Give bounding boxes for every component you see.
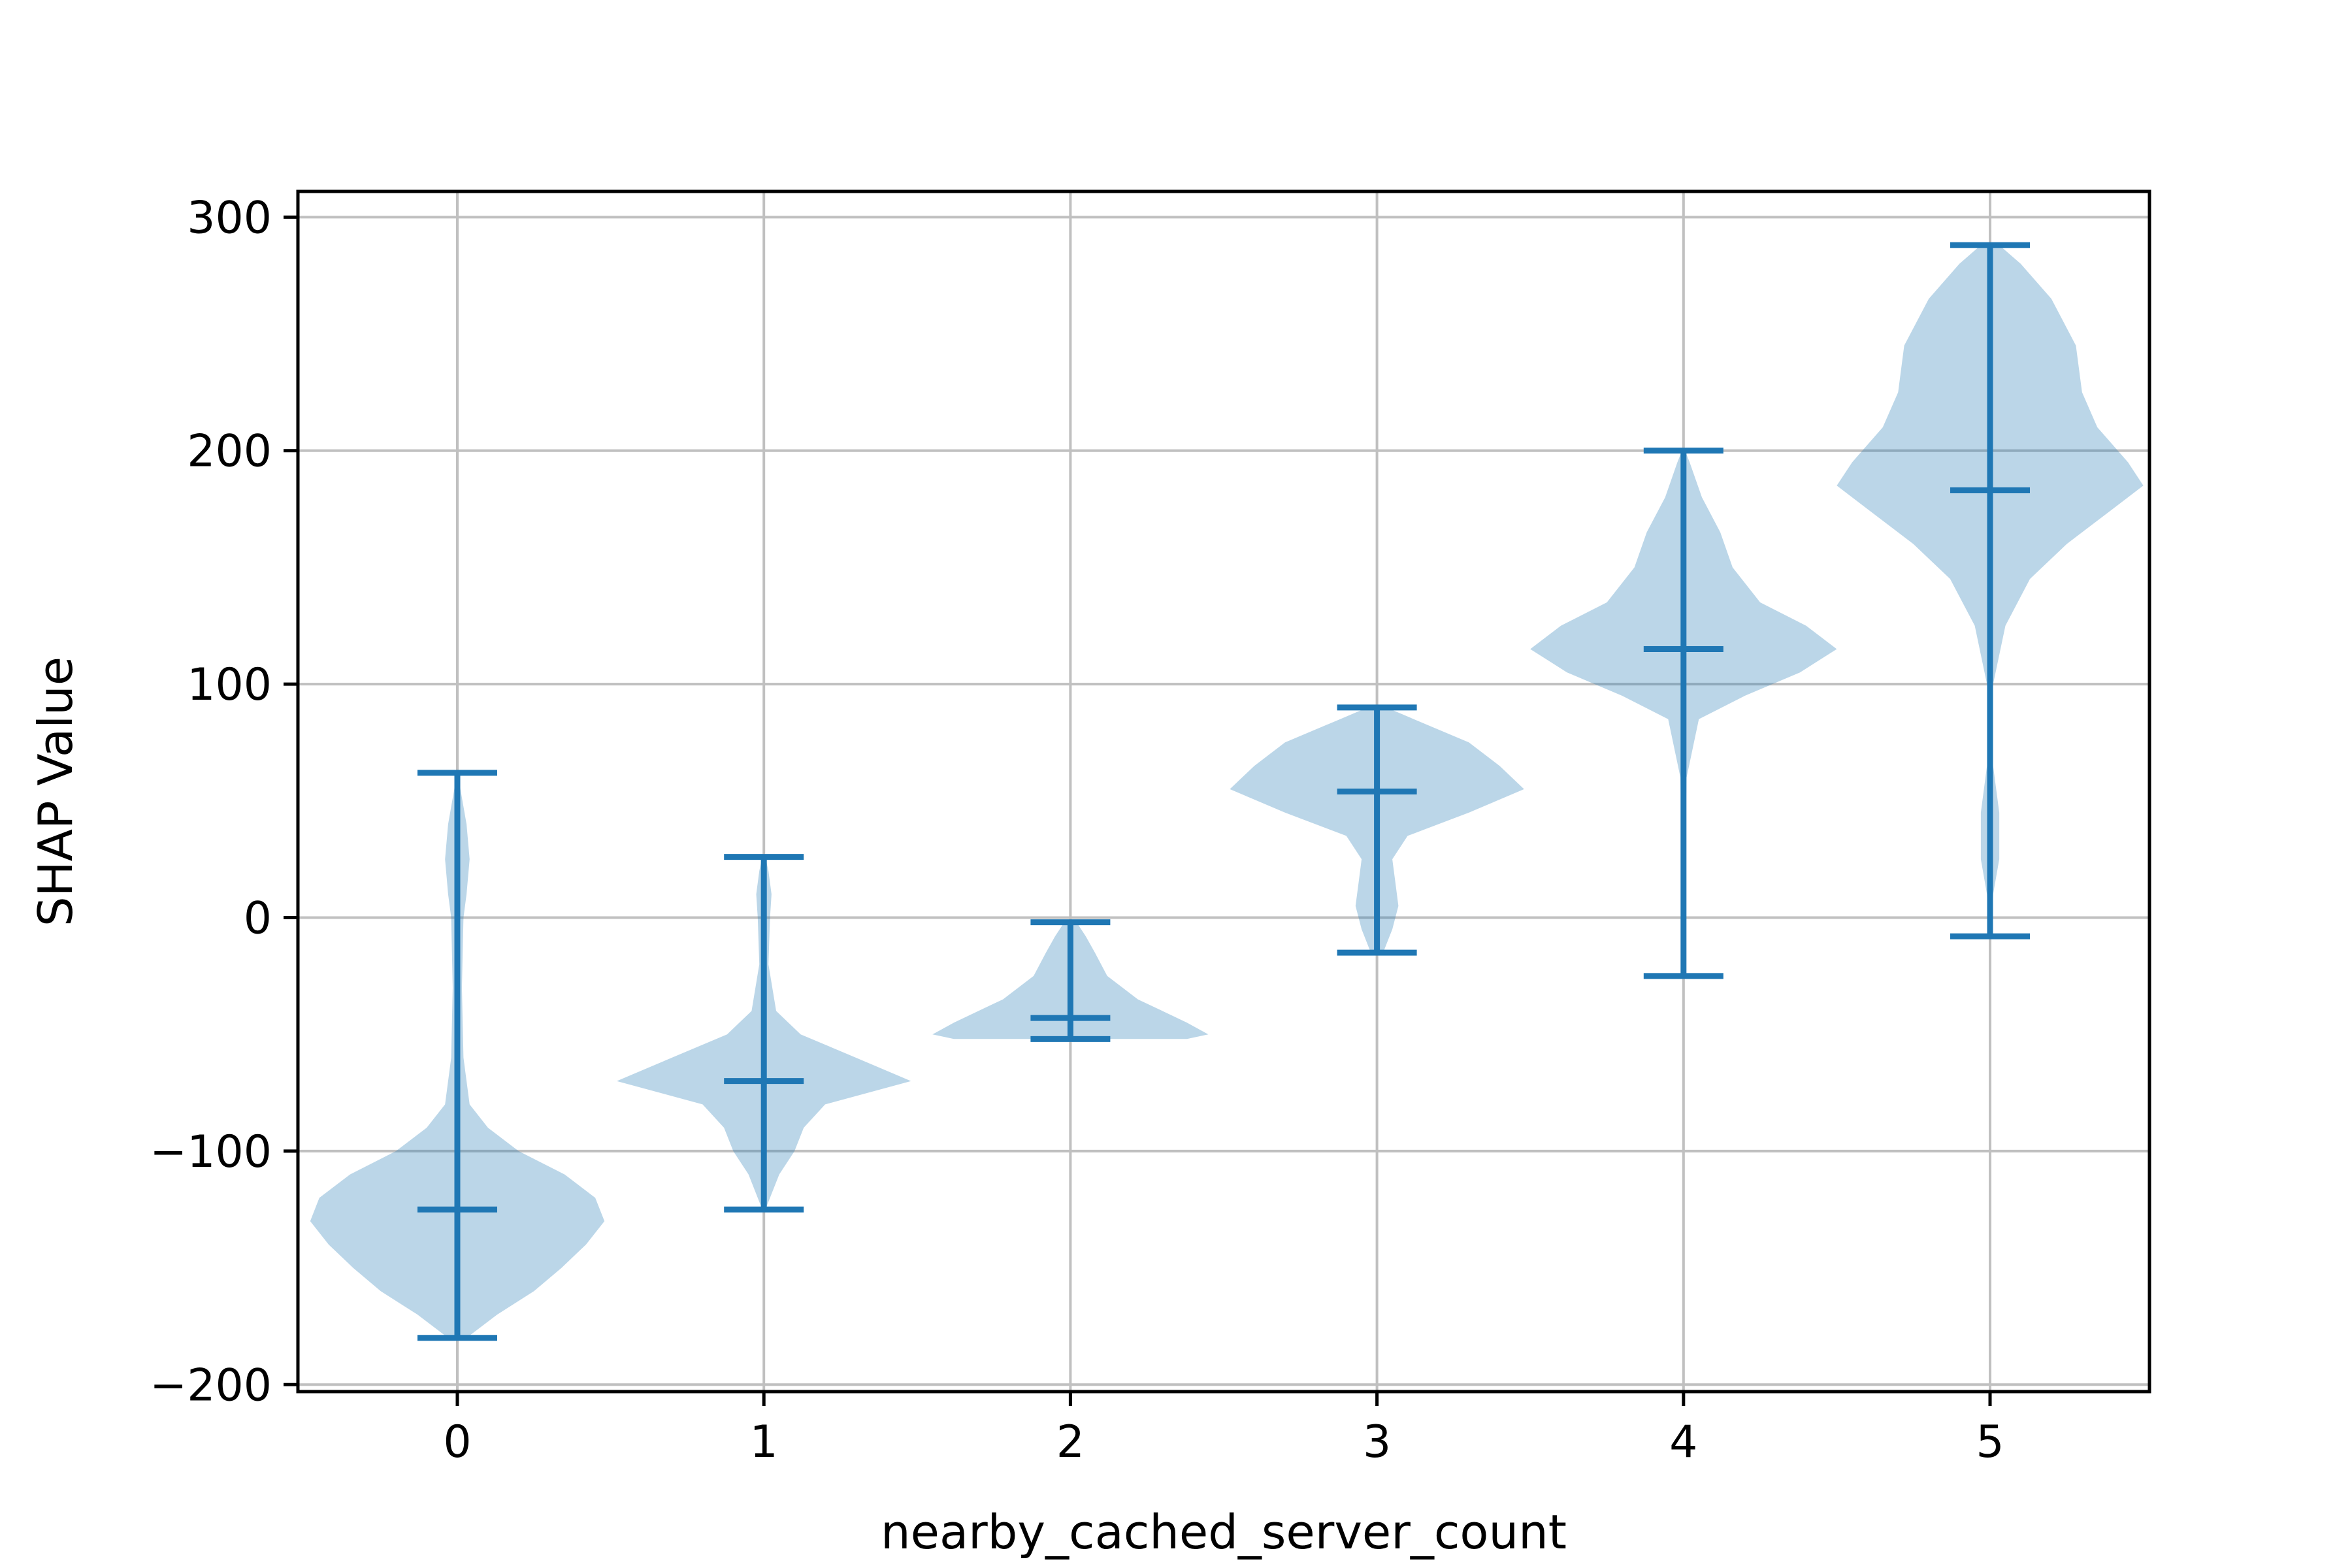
x-tick-label: 1	[750, 1416, 778, 1468]
violin-plots	[310, 242, 2144, 1341]
plot-frame	[296, 189, 2151, 1394]
x-tick-label: 0	[443, 1416, 471, 1468]
y-tick-label: 200	[187, 426, 272, 478]
y-tick-label: 300	[187, 192, 272, 244]
y-tick-label: −200	[150, 1360, 272, 1411]
x-axis-label: nearby_cached_server_count	[881, 1505, 1567, 1560]
x-tick-label: 4	[1669, 1416, 1697, 1468]
violin-5	[1837, 242, 2144, 939]
axis-ticks: 0 1 2 3 4 5 −200 −100 0 100 200 300	[150, 192, 2004, 1468]
x-tick-label: 3	[1363, 1416, 1391, 1468]
y-tick-label: 0	[244, 892, 272, 944]
x-tick-label: 5	[1976, 1416, 2004, 1468]
y-tick-label: 100	[187, 659, 272, 711]
violin-2	[932, 919, 1209, 1042]
violin-1	[617, 854, 911, 1213]
x-tick-label: 2	[1056, 1416, 1085, 1468]
y-axis-label: SHAP Value	[28, 657, 83, 926]
violin-4	[1530, 448, 1837, 979]
violin-0	[310, 770, 605, 1341]
violin-3	[1230, 704, 1524, 956]
y-tick-label: −100	[150, 1126, 272, 1178]
